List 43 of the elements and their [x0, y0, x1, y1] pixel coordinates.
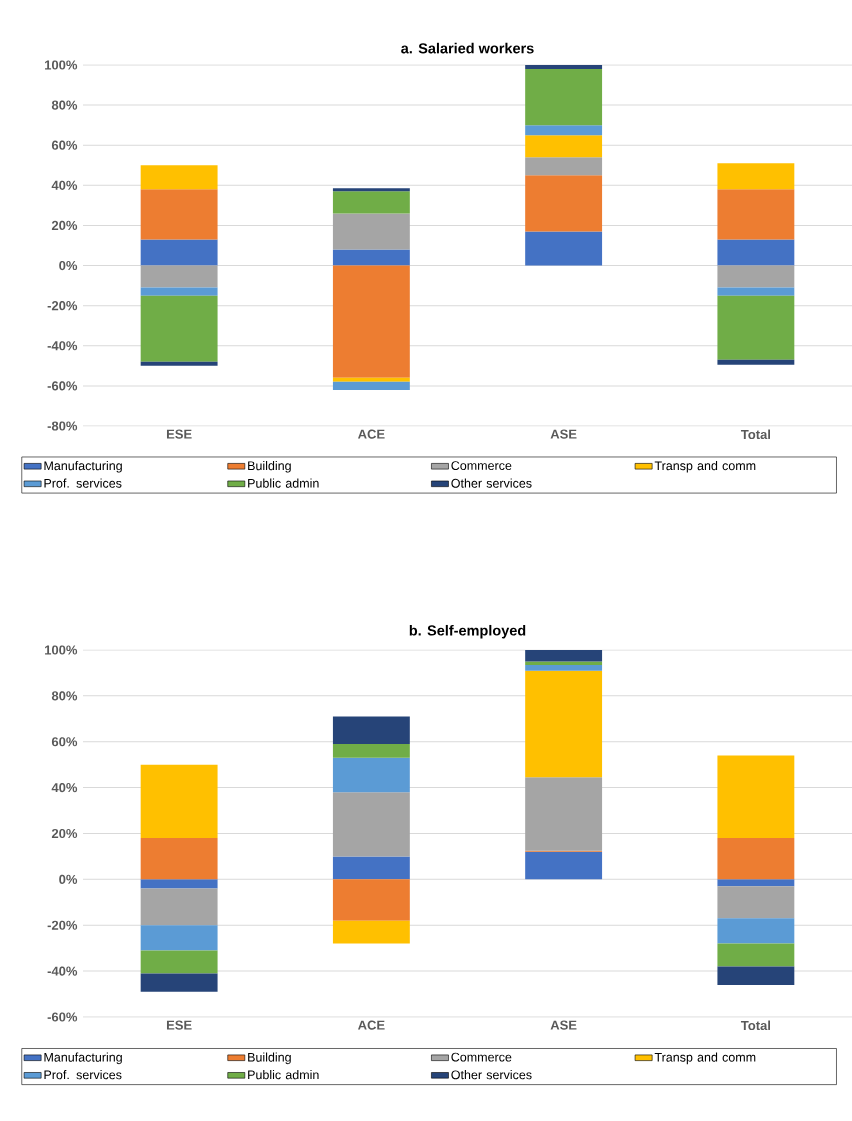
x-tick-label: ASE [550, 1020, 577, 1030]
legend-label: Commerce [451, 461, 512, 470]
legend-label: Other services [451, 1070, 532, 1080]
y-tick-label: -40% [47, 341, 78, 351]
y-tick-label: 40% [51, 180, 78, 190]
legend-label: Public admin [248, 478, 319, 488]
legend-label: Building [248, 1052, 291, 1065]
legend-label: Commerce [451, 1052, 512, 1062]
x-tick-label: Total [740, 429, 771, 440]
x-tick-label: ESE [166, 1020, 192, 1030]
legend-label: Manufacturing [44, 1052, 122, 1065]
y-tick-label: -20% [47, 301, 78, 311]
y-tick-label: 100% [45, 645, 78, 655]
legend-label: Prof. services [44, 1070, 122, 1080]
x-tick-label: Total [740, 1020, 771, 1031]
y-tick-label: 100% [45, 60, 78, 70]
y-tick-label: 60% [51, 140, 78, 150]
chart-title: b. Self-employed [409, 624, 526, 639]
x-tick-label: ACE [357, 1020, 385, 1030]
chart-title: a. Salaried workers [401, 42, 534, 54]
y-tick-label: 0% [59, 260, 78, 271]
y-tick-label: -20% [47, 920, 78, 930]
legend-label: Manufacturing [44, 460, 122, 473]
y-tick-label: 0% [59, 874, 78, 884]
y-tick-label: -60% [47, 1012, 78, 1022]
legend-label: Transp and comm [654, 460, 756, 473]
y-tick-label: -60% [47, 381, 78, 391]
legend-label: Transp and comm [654, 1052, 756, 1065]
legend-label: Other services [451, 478, 532, 488]
x-tick-label: ASE [550, 429, 577, 439]
y-tick-label: 20% [51, 220, 78, 231]
y-tick-label: 80% [51, 691, 78, 701]
y-tick-label: -80% [47, 421, 78, 431]
legend-label: Public admin [248, 1070, 319, 1080]
x-tick-label: ACE [357, 429, 385, 439]
y-tick-label: 80% [51, 100, 78, 110]
legend-label: Building [248, 460, 291, 473]
x-tick-label: ESE [166, 429, 192, 439]
y-tick-label: 60% [51, 737, 78, 747]
y-tick-label: 40% [51, 783, 78, 793]
legend-label: Prof. services [44, 478, 122, 488]
y-tick-label: 20% [51, 828, 78, 839]
y-tick-label: -40% [47, 966, 78, 976]
